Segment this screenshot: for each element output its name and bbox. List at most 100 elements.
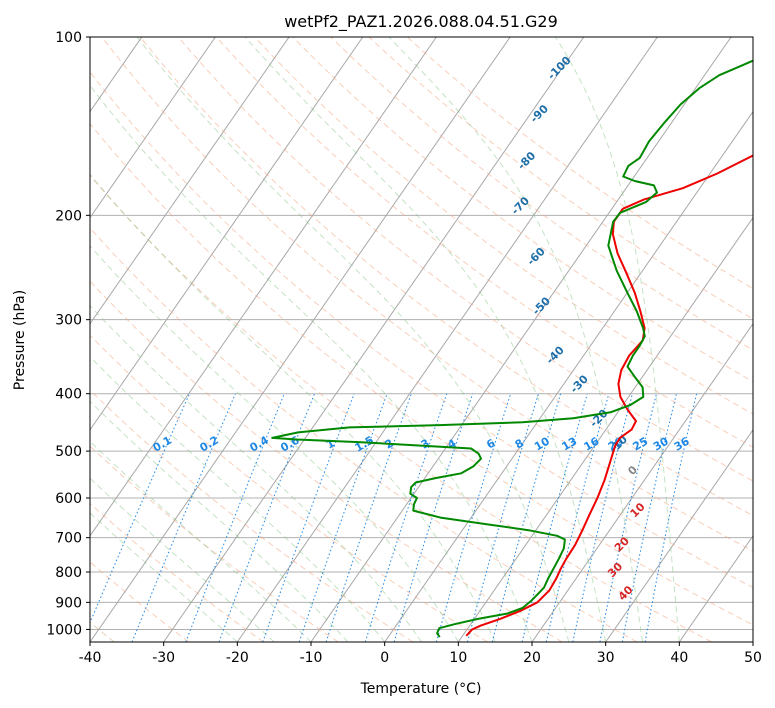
x-tick-label: 20 xyxy=(523,650,541,666)
background-lines xyxy=(0,37,753,642)
adiabat-label: 0 xyxy=(625,463,640,478)
x-axis-label: Temperature (°C) xyxy=(360,681,482,697)
y-tick-label: 200 xyxy=(55,208,82,224)
chart-title: wetPf2_PAZ1.2026.088.04.51.G29 xyxy=(284,12,558,32)
moist-adiabat xyxy=(90,84,533,642)
y-tick-label: 800 xyxy=(55,565,82,581)
mixing-ratio-line xyxy=(435,393,512,642)
mixing-ratio-line xyxy=(262,393,355,642)
isotherm-line xyxy=(678,534,753,642)
dry-adiabat xyxy=(139,37,753,517)
mixing-ratio-line xyxy=(644,393,698,642)
x-tick-label: -30 xyxy=(152,650,175,666)
y-tick-label: 300 xyxy=(55,313,82,329)
moist-adiabat xyxy=(244,37,607,642)
isotherm-line xyxy=(236,37,658,642)
moist-adiabat xyxy=(90,355,386,642)
mixing-ratio-line xyxy=(491,393,562,642)
y-tick-label: 1000 xyxy=(46,622,82,638)
mixing-ratio-line xyxy=(467,393,539,642)
series-temperature-line xyxy=(465,154,753,637)
isotherm-line xyxy=(457,216,753,642)
x-tick-label: -20 xyxy=(226,650,249,666)
mixing-ratio-line xyxy=(325,393,412,642)
mixing-ratio-line xyxy=(393,393,474,642)
dry-adiabat xyxy=(90,334,488,642)
y-tick-label: 500 xyxy=(55,444,82,460)
dry-adiabat xyxy=(90,561,190,642)
moist-adiabat xyxy=(90,173,496,642)
mixing-ratio-line xyxy=(131,393,236,642)
dry-adiabat xyxy=(368,37,753,320)
adiabat-label: -10 xyxy=(607,433,630,456)
y-tick-label: 400 xyxy=(55,387,82,403)
adiabat-label: -40 xyxy=(544,343,567,366)
adiabat-label: -60 xyxy=(525,245,548,268)
isotherm-line xyxy=(752,641,753,642)
mixing-ratio-line xyxy=(185,393,285,642)
dry-adiabat xyxy=(216,37,753,448)
x-tick-label: 0 xyxy=(380,650,389,666)
dry-adiabat xyxy=(177,37,753,482)
moist-adiabat xyxy=(136,37,570,642)
isotherm-line xyxy=(90,37,364,431)
mixing-ratio-line xyxy=(572,393,633,642)
mixing-ratio-label: 6 xyxy=(484,436,497,451)
isotherm-line xyxy=(163,37,585,642)
mixing-ratio-line xyxy=(521,393,588,642)
x-tick-label: -40 xyxy=(79,650,102,666)
dry-adiabat xyxy=(101,37,753,552)
moist-adiabat xyxy=(388,37,643,642)
adiabat-label: -90 xyxy=(528,102,551,125)
mixing-ratio-label: 8 xyxy=(513,437,526,452)
mixing-ratio-label: 4 xyxy=(445,436,458,451)
isotherm-line xyxy=(90,37,437,537)
isotherm-line xyxy=(531,322,753,642)
isotherm-line xyxy=(384,110,753,642)
dry-adiabat xyxy=(90,445,339,642)
dry-adiabat xyxy=(90,502,264,642)
adiabat-label: -70 xyxy=(509,194,532,217)
dry-adiabat xyxy=(90,389,414,642)
y-axis-label: Pressure (hPa) xyxy=(12,290,28,390)
series-dewpoint-line xyxy=(271,59,753,638)
dry-adiabat xyxy=(406,37,753,290)
moist-adiabat xyxy=(90,512,238,642)
mixing-ratio-line xyxy=(545,393,610,642)
isotherm-line xyxy=(90,37,511,642)
adiabat-label: -30 xyxy=(568,372,591,395)
dry-adiabat xyxy=(90,174,712,642)
moist-adiabat xyxy=(90,245,459,642)
dry-adiabat xyxy=(90,227,638,642)
moist-adiabat xyxy=(90,440,312,642)
isotherm-line xyxy=(0,37,68,642)
dry-adiabat xyxy=(90,280,563,642)
dry-adiabat xyxy=(90,122,753,626)
isotherm-line xyxy=(605,428,753,642)
adiabat-label: 10 xyxy=(628,500,648,520)
mixing-ratio-line xyxy=(599,393,657,642)
mixing-ratio-line xyxy=(621,393,677,642)
mixing-ratio-line xyxy=(298,393,388,642)
moist-adiabat xyxy=(90,477,275,642)
y-tick-label: 700 xyxy=(55,531,82,547)
isotherm-line xyxy=(90,37,216,219)
adiabat-label: 30 xyxy=(605,560,625,580)
moist-adiabat xyxy=(555,37,680,642)
mixing-ratio-label: 1 xyxy=(324,437,337,452)
x-tick-label: 30 xyxy=(597,650,615,666)
plot-frame xyxy=(89,36,754,643)
isotherm-line xyxy=(90,37,290,325)
dry-adiabat xyxy=(330,37,753,351)
dry-adiabat xyxy=(90,71,753,589)
y-tick-label: 900 xyxy=(55,595,82,611)
dry-adiabat xyxy=(292,37,753,383)
mixing-ratio-line xyxy=(364,393,448,642)
adiabat-label: -20 xyxy=(587,407,610,430)
x-tick-label: 50 xyxy=(744,650,762,666)
adiabat-label: -80 xyxy=(515,149,538,172)
x-tick-label: -10 xyxy=(300,650,323,666)
x-tick-label: 10 xyxy=(449,650,467,666)
y-tick-label: 600 xyxy=(55,491,82,507)
